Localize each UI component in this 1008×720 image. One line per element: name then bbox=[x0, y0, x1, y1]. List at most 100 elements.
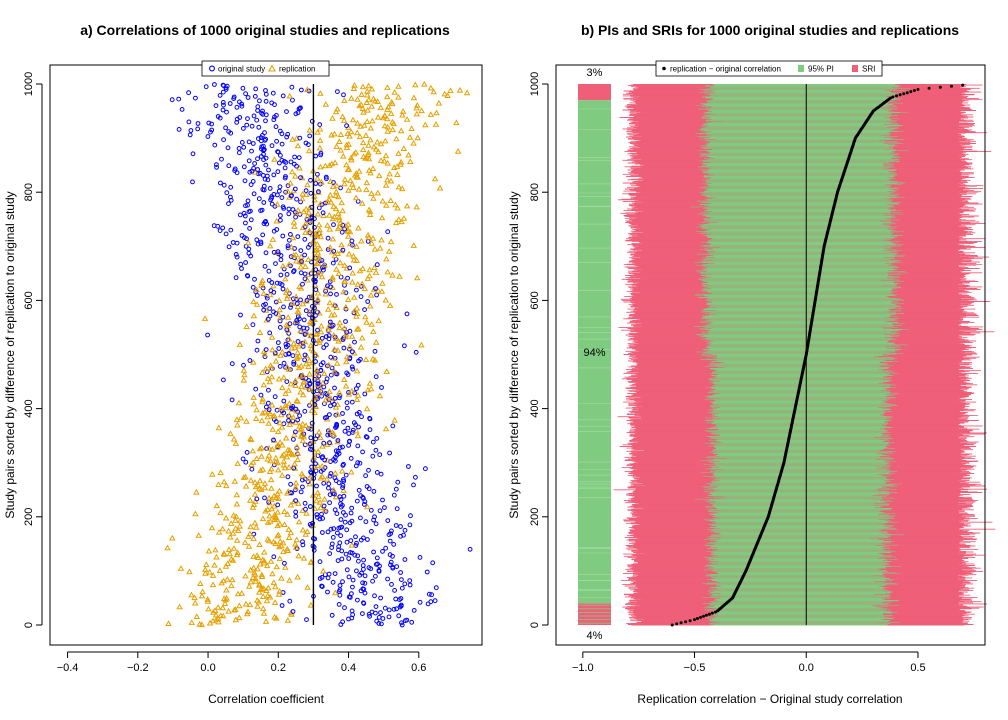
original-study-point bbox=[266, 387, 271, 393]
original-study-point bbox=[407, 578, 413, 583]
original-study-point bbox=[429, 592, 435, 598]
original-study-point bbox=[293, 487, 298, 493]
original-study-point bbox=[373, 521, 379, 527]
original-study-point bbox=[224, 190, 230, 196]
replication-point bbox=[234, 460, 241, 466]
replication-point bbox=[279, 441, 286, 448]
original-study-point bbox=[348, 538, 354, 543]
original-study-point bbox=[332, 571, 338, 576]
original-study-point bbox=[316, 189, 321, 195]
replication-point bbox=[236, 341, 244, 347]
original-study-point bbox=[363, 519, 369, 525]
original-study-point bbox=[263, 136, 269, 142]
original-study-point bbox=[336, 602, 342, 607]
original-study-point bbox=[314, 483, 319, 489]
original-study-point bbox=[298, 248, 304, 254]
original-study-point bbox=[375, 561, 380, 567]
original-study-point bbox=[399, 585, 405, 591]
replication-point bbox=[304, 212, 311, 219]
y-tick-label: 200 bbox=[23, 508, 35, 526]
replication-point bbox=[365, 206, 373, 213]
difference-point bbox=[916, 87, 920, 91]
replication-point bbox=[421, 80, 428, 87]
original-study-point bbox=[328, 526, 334, 532]
original-study-point bbox=[283, 189, 289, 195]
replication-point bbox=[285, 387, 292, 393]
original-study-point bbox=[195, 121, 201, 126]
replication-point bbox=[363, 99, 370, 105]
original-study-point bbox=[324, 176, 329, 182]
replication-point bbox=[176, 603, 183, 610]
replication-point bbox=[196, 620, 203, 627]
original-study-point bbox=[432, 598, 438, 604]
replication-point bbox=[346, 132, 353, 139]
replication-point bbox=[328, 248, 336, 255]
replication-point bbox=[269, 346, 276, 353]
original-study-point bbox=[358, 357, 363, 362]
original-study-point bbox=[296, 155, 302, 161]
replication-point bbox=[317, 163, 324, 170]
original-study-point bbox=[320, 210, 326, 216]
replication-point bbox=[338, 467, 346, 474]
replication-point bbox=[283, 321, 290, 328]
replication-point bbox=[406, 133, 414, 140]
replication-point bbox=[338, 247, 345, 254]
original-study-point bbox=[217, 228, 223, 234]
panel-a-x-axis: −0.4 −0.2 0.0 0.2 0.4 0.6 bbox=[57, 651, 426, 674]
original-study-point bbox=[406, 464, 411, 469]
replication-point bbox=[267, 476, 275, 483]
replication-point bbox=[236, 522, 243, 529]
replication-point bbox=[288, 450, 295, 457]
replication-point bbox=[431, 175, 439, 182]
original-study-point bbox=[362, 580, 368, 586]
replication-point bbox=[433, 109, 440, 116]
replication-point bbox=[422, 121, 429, 128]
original-study-point bbox=[300, 281, 305, 287]
legend-difference-marker bbox=[662, 66, 666, 71]
original-study-point bbox=[277, 318, 283, 324]
replication-point bbox=[284, 545, 291, 552]
original-study-point bbox=[288, 481, 294, 487]
original-study-point bbox=[342, 605, 347, 611]
original-study-point bbox=[228, 227, 234, 233]
original-study-point bbox=[229, 361, 235, 367]
replication-point bbox=[376, 392, 384, 399]
replication-point bbox=[369, 355, 377, 362]
replication-point bbox=[276, 520, 284, 527]
replication-point bbox=[354, 96, 361, 102]
original-study-point bbox=[355, 553, 361, 559]
replication-point bbox=[238, 589, 246, 596]
original-study-point bbox=[365, 299, 371, 304]
replication-point bbox=[250, 564, 257, 571]
replication-point bbox=[354, 119, 361, 126]
original-study-point bbox=[290, 353, 296, 359]
y-tick-label: 0 bbox=[529, 622, 541, 628]
original-study-point bbox=[353, 534, 358, 540]
replication-point bbox=[316, 309, 323, 316]
original-study-point bbox=[335, 558, 341, 563]
replication-point bbox=[254, 481, 262, 488]
replication-point bbox=[358, 334, 366, 341]
replication-point bbox=[259, 409, 266, 416]
replication-point bbox=[272, 583, 279, 590]
panel-b-x-axis: −1.0 −0.5 0.0 0.5 bbox=[572, 651, 926, 674]
original-study-point bbox=[179, 107, 185, 112]
original-study-point bbox=[291, 161, 297, 167]
replication-point bbox=[427, 84, 435, 91]
replication-point bbox=[322, 290, 329, 297]
original-study-point bbox=[318, 367, 324, 373]
original-study-point bbox=[242, 213, 248, 219]
replication-point bbox=[332, 469, 339, 476]
replication-point bbox=[280, 374, 288, 380]
replication-point bbox=[252, 523, 260, 530]
replication-point bbox=[362, 356, 370, 362]
replication-point bbox=[305, 147, 313, 154]
original-study-point bbox=[390, 423, 396, 429]
original-study-point bbox=[307, 242, 313, 248]
replication-point bbox=[344, 221, 352, 227]
original-study-point bbox=[205, 134, 211, 139]
original-study-point bbox=[263, 162, 269, 168]
original-study-point bbox=[275, 149, 281, 155]
replication-point bbox=[232, 606, 239, 612]
replication-point bbox=[410, 94, 418, 101]
